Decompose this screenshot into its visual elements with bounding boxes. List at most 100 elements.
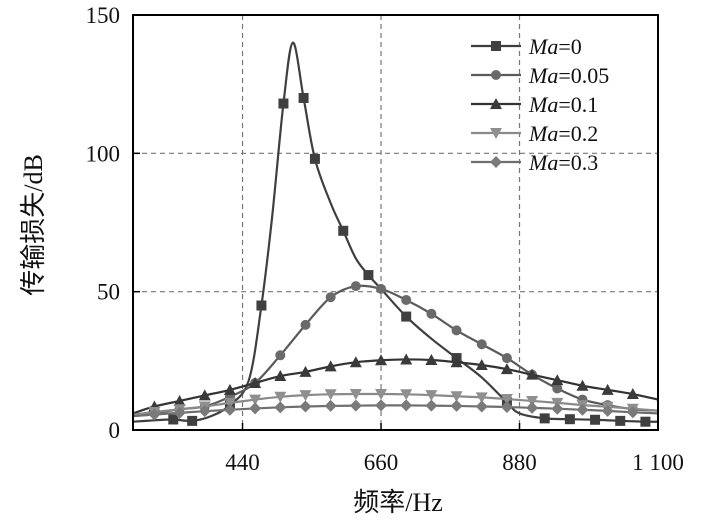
data-point [299,400,312,413]
data-point [300,319,311,330]
data-point [223,383,236,395]
legend-var: Ma [528,150,558,175]
x-tick-label: 880 [502,450,537,475]
data-point [349,356,362,368]
legend-value: =0.05 [558,63,609,88]
series-layer [132,41,659,427]
series-line [132,392,659,416]
legend-marker [490,128,502,139]
legend-marker [491,70,501,80]
data-point [349,399,362,412]
x-tick-label: 440 [225,450,260,475]
x-tick-label: 1 100 [632,450,684,475]
series-line [132,358,659,415]
data-point [249,394,262,406]
data-point [551,402,564,415]
data-point [601,404,614,417]
x-tick-label: 660 [364,450,399,475]
data-point [148,408,161,421]
legend-value: =0.1 [558,92,598,117]
data-point [526,395,539,407]
legend-value: =0 [558,34,581,59]
data-point [223,397,236,409]
data-point [475,400,488,413]
data-point [168,414,179,425]
data-point [526,368,539,380]
data-point [640,416,651,427]
plot-frame [132,14,659,431]
data-point [401,311,412,322]
legend-label: Ma=0.1 [528,92,598,117]
legend-value: =0.3 [558,150,598,175]
legend-value: =0.2 [558,121,598,146]
data-point [324,360,337,372]
data-point [274,370,287,382]
data-point [552,383,563,394]
data-point [450,399,463,412]
data-point [278,98,289,109]
data-point [590,414,601,425]
data-point [198,389,211,401]
data-point [173,394,186,406]
data-point [501,353,512,364]
legend-var: Ma [528,63,558,88]
data-point [274,401,287,414]
legend-item: Ma=0 [471,34,582,59]
data-point [526,401,539,414]
legend-label: Ma=0.05 [528,63,609,88]
data-point [500,401,513,414]
legend-label: Ma=0.3 [528,150,598,175]
legend-item: Ma=0.2 [471,121,598,146]
data-point [500,394,513,406]
series-line [132,404,659,418]
data-point [539,413,550,424]
data-point [400,389,413,401]
ticks-layer: 440 660 880 1 100 0 50 100 150 [86,3,684,475]
data-point [299,390,312,402]
legend-var: Ma [528,34,558,59]
data-point [363,270,374,281]
legend-var: Ma [528,92,558,117]
series-1 [132,281,659,419]
data-point [400,399,413,412]
data-point [426,308,437,319]
legend-marker [490,156,502,168]
data-point [198,405,211,418]
data-point [324,389,337,401]
data-point [375,354,388,366]
legend-label: Ma=0.2 [528,121,598,146]
data-point [564,414,575,425]
legend-marker [490,98,502,109]
series-line [132,284,659,418]
data-point [256,300,267,311]
data-point [475,392,488,404]
data-point [576,379,589,391]
data-point [401,294,412,305]
legend-item: Ma=0.05 [471,63,609,88]
data-point [223,403,236,416]
data-point [249,402,262,415]
data-point [249,376,262,388]
data-point [500,363,513,375]
data-point [425,354,438,366]
data-point [275,350,286,361]
data-point [425,399,438,412]
series-2 [132,353,659,415]
y-tick-label: 50 [97,280,120,305]
legend-marker [491,41,501,51]
data-point [400,353,413,365]
legend-var: Ma [528,121,558,146]
data-point [476,339,487,350]
data-point [626,406,639,419]
legend-item: Ma=0.3 [471,150,598,175]
series-4 [132,399,659,421]
data-point [450,391,463,403]
data-point [450,356,463,368]
data-point [298,93,309,103]
data-point [615,415,626,426]
legend-label: Ma=0 [528,34,582,59]
y-tick-label: 100 [86,141,121,166]
data-point [576,403,589,416]
